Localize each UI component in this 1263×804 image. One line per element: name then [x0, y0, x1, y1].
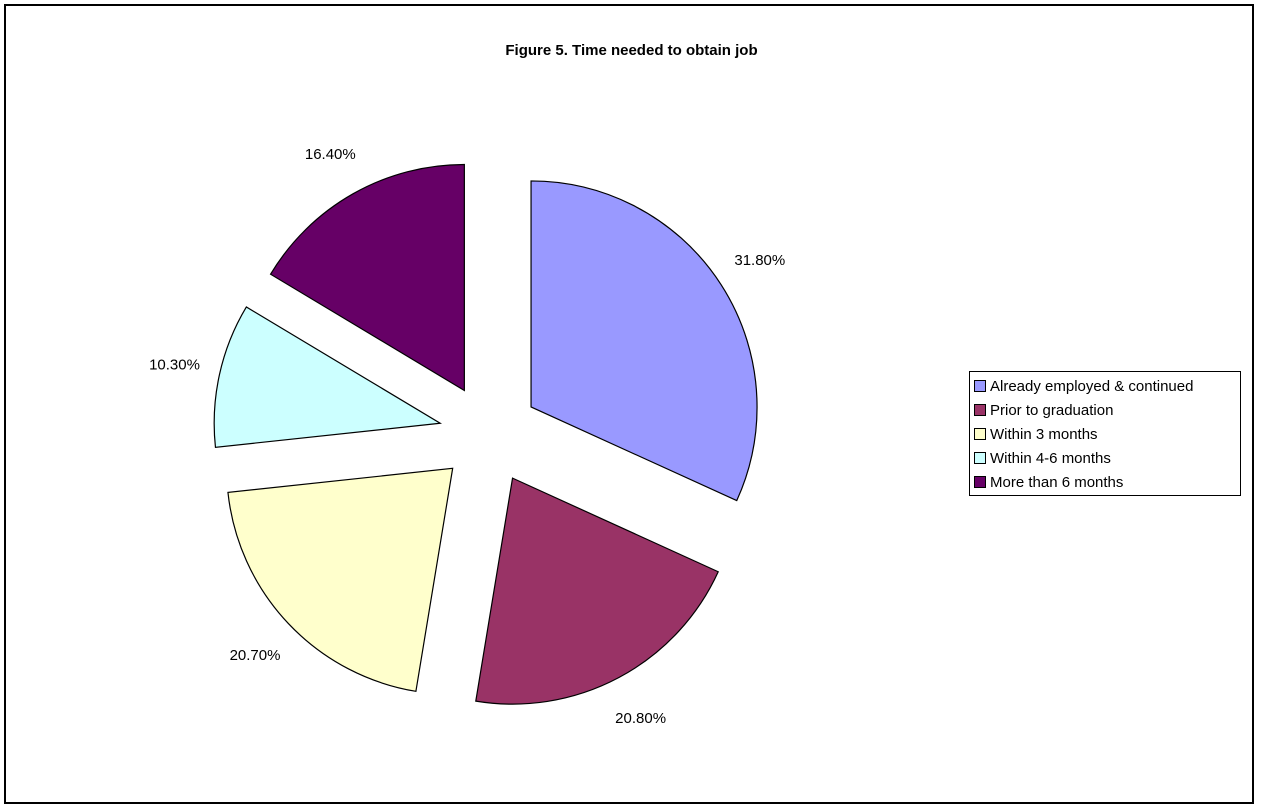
data-label-already-employed-continued: 31.80% — [734, 252, 785, 269]
pie-slice-prior-to-graduation — [475, 477, 720, 705]
legend-item-already-employed-continued: Already employed & continued — [974, 374, 1240, 398]
legend-swatch — [974, 476, 986, 488]
chart-legend: Already employed & continued Prior to gra… — [969, 371, 1241, 496]
pie-slices — [213, 163, 758, 705]
legend-item-within-4-6-months: Within 4-6 months — [974, 446, 1240, 470]
pie-slice-within-4-6-months — [213, 306, 443, 449]
data-label-within-4-6-months: 10.30% — [149, 357, 200, 374]
legend-item-within-3-months: Within 3 months — [974, 422, 1240, 446]
legend-label: Prior to graduation — [990, 401, 1114, 419]
data-label-more-than-6-months: 16.40% — [305, 146, 356, 163]
legend-swatch — [974, 428, 986, 440]
pie-slice-already-employed-continued — [530, 180, 758, 502]
legend-swatch — [974, 452, 986, 464]
data-label-prior-to-graduation: 20.80% — [615, 710, 666, 727]
legend-item-prior-to-graduation: Prior to graduation — [974, 398, 1240, 422]
data-label-within-3-months: 20.70% — [230, 647, 281, 664]
pie-slice-more-than-6-months — [269, 163, 465, 392]
legend-swatch — [974, 404, 986, 416]
legend-swatch — [974, 380, 986, 392]
legend-label: Within 3 months — [990, 425, 1098, 443]
legend-label: Already employed & continued — [990, 377, 1194, 395]
chart-title: Figure 5. Time needed to obtain job — [505, 42, 758, 59]
pie-data-labels: 31.80% 20.80% 20.70% 10.30% 16.40% — [149, 146, 785, 727]
pie-slice-within-3-months — [227, 467, 454, 693]
legend-label: More than 6 months — [990, 473, 1124, 491]
legend-label: Within 4-6 months — [990, 449, 1111, 467]
legend-item-more-than-6-months: More than 6 months — [974, 470, 1240, 494]
